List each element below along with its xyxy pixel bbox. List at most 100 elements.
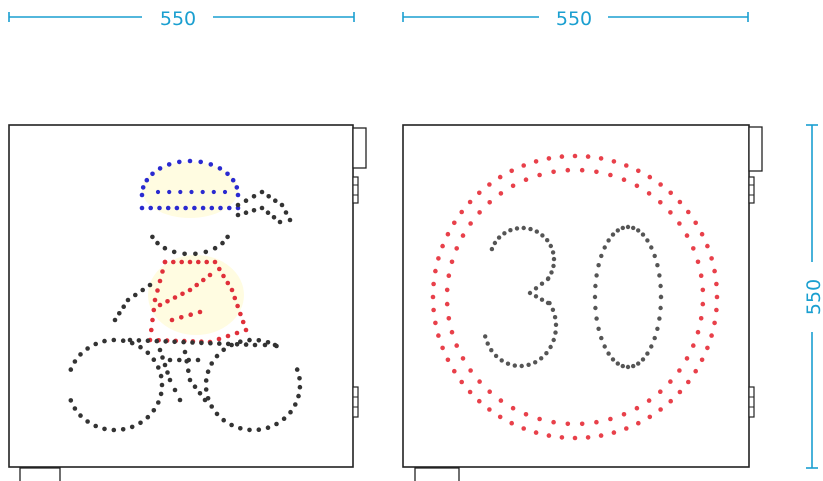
digit-led <box>657 316 662 321</box>
bike-led <box>247 337 252 343</box>
ring-led <box>523 412 529 417</box>
ring-led <box>433 320 438 326</box>
bike-led <box>271 215 277 220</box>
digit-led <box>640 232 646 237</box>
mount-box <box>352 127 367 169</box>
ring-led <box>705 243 710 249</box>
helmet-led <box>222 189 228 195</box>
bike-led <box>85 346 90 351</box>
left-width-dimension: 550 <box>8 8 355 30</box>
bike-led <box>214 353 220 359</box>
helmet-led <box>150 171 155 177</box>
ring-led <box>454 343 460 348</box>
ring-led <box>446 273 452 279</box>
ring-led <box>647 174 653 180</box>
digit-led <box>505 361 511 366</box>
digit-led <box>551 337 556 343</box>
digit-led <box>545 238 550 243</box>
digit-led <box>521 225 526 231</box>
ring-led <box>431 281 436 287</box>
ring-led <box>431 307 436 313</box>
digit-led <box>499 358 504 363</box>
ring-led <box>459 379 465 385</box>
ring-led <box>460 233 466 238</box>
body-led <box>217 266 222 272</box>
bike-led <box>256 338 262 343</box>
digit-led <box>631 363 636 369</box>
bike-led <box>266 194 272 199</box>
ring-led <box>691 343 696 348</box>
digit-led <box>550 250 556 255</box>
bike-led <box>235 212 241 218</box>
bike-led <box>68 398 74 403</box>
bike-led <box>177 357 182 363</box>
ring-led <box>449 329 455 335</box>
bike-led <box>281 416 287 422</box>
digit-led <box>599 253 604 259</box>
ring-led <box>449 259 455 265</box>
bike-led <box>205 396 211 401</box>
ring-led <box>509 420 514 426</box>
ring-led <box>621 177 627 182</box>
bike-led <box>154 338 160 344</box>
digit-led <box>489 348 494 353</box>
bike-led <box>177 397 183 403</box>
digit-led <box>620 225 625 231</box>
speed-limit-ring-icon <box>430 153 720 441</box>
body-led <box>152 297 158 303</box>
ring-led <box>624 426 629 431</box>
ring-led <box>646 191 652 196</box>
body-led <box>225 333 231 339</box>
digit-led <box>652 253 657 259</box>
ring-led <box>445 357 451 363</box>
ring-led <box>445 231 451 237</box>
bike-led <box>225 234 230 240</box>
digit-led <box>658 294 664 300</box>
ring-led <box>440 345 445 351</box>
bike-led <box>68 367 74 372</box>
bike-led <box>162 362 168 368</box>
ring-led <box>646 398 652 403</box>
ring-led <box>621 412 627 417</box>
digit-led <box>645 351 650 356</box>
ring-led <box>698 316 704 321</box>
body-led <box>157 302 163 308</box>
body-led <box>240 319 246 325</box>
ring-led <box>695 259 701 265</box>
bike-led <box>102 426 107 432</box>
ring-led <box>546 156 552 161</box>
bike-led <box>120 427 126 432</box>
digit-led <box>596 326 601 331</box>
bike-led <box>274 421 279 427</box>
digit-led <box>606 351 611 356</box>
ring-led <box>537 416 542 422</box>
ring-led <box>699 357 705 363</box>
ring-led <box>647 414 653 420</box>
ring-led <box>487 389 493 395</box>
height-dimension: 550 <box>803 124 823 469</box>
helmet-led <box>208 162 214 167</box>
digit-led <box>602 245 607 250</box>
bike-led <box>165 370 170 375</box>
bike-led <box>151 408 157 413</box>
helmet-led <box>157 205 162 211</box>
bike-led <box>138 344 143 350</box>
digit-led <box>655 263 660 268</box>
ring-led <box>658 389 663 395</box>
ring-led <box>712 268 717 274</box>
ring-led <box>668 379 673 384</box>
right-width-dimension: 550 <box>402 8 749 30</box>
bike-led <box>229 342 234 348</box>
bike-led <box>111 337 117 343</box>
ring-led <box>477 379 482 384</box>
body-led <box>201 277 206 283</box>
ring-led <box>677 199 683 205</box>
bike-led <box>274 343 279 349</box>
ring-led <box>677 368 682 373</box>
ring-led <box>510 183 516 189</box>
helmet-led <box>235 192 241 198</box>
body-led <box>238 311 243 317</box>
digit-led <box>652 335 657 341</box>
helmet-led <box>200 189 205 195</box>
ring-led <box>693 220 698 226</box>
